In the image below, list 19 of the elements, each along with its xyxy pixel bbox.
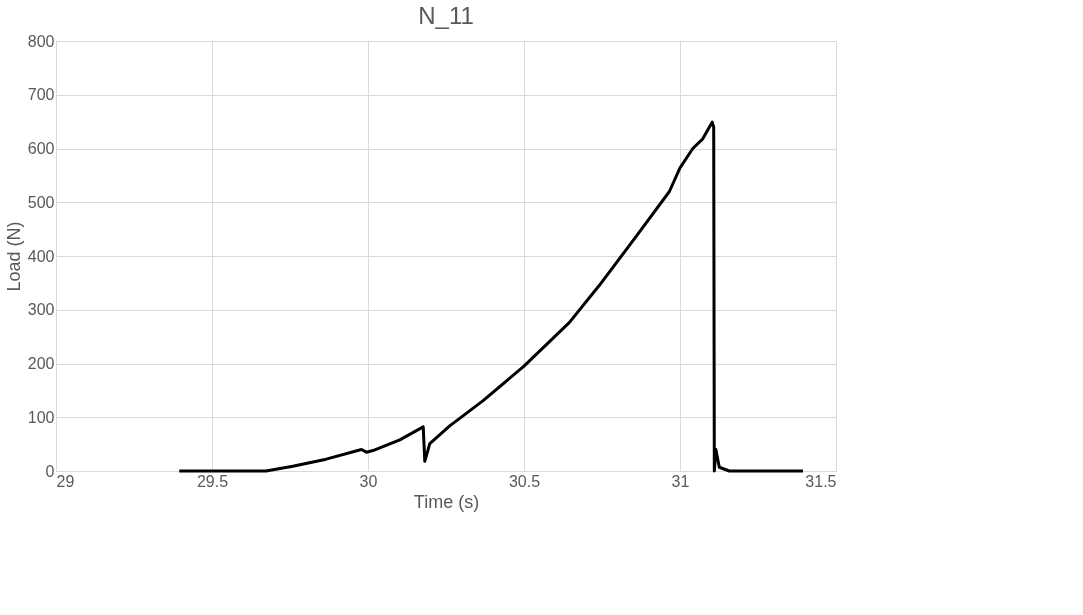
y-tick-label: 500 [27,193,55,211]
y-tick-label: 100 [27,408,55,426]
line-series [177,120,805,473]
x-axis-title: Time (s) [413,491,480,512]
x-tick-label: 29 [56,472,75,490]
y-tick-label: 300 [27,301,55,319]
x-tick-label: 31 [671,472,690,490]
y-tick-label: 0 [45,462,55,480]
y-tick-label: 800 [27,32,55,50]
x-tick-label: 29.5 [196,472,229,490]
x-tick-label: 30 [359,472,378,490]
y-tick-label: 400 [27,247,55,265]
y-tick-label: 600 [27,140,55,157]
y-tick-label: 700 [27,86,55,104]
y-axis-title: Load (N) [3,221,24,292]
y-tick-label: 200 [27,355,55,372]
x-tick-label: 30.5 [508,472,541,490]
x-tick-label: 31.5 [805,472,837,490]
chart-title: N_11 [418,2,474,29]
